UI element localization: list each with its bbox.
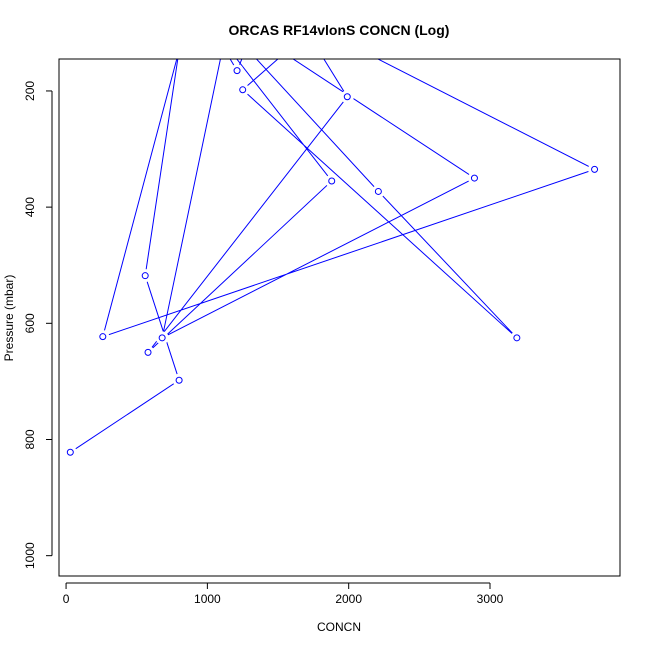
data-point	[343, 93, 351, 101]
data-point	[233, 67, 241, 75]
x-tick-label: 2000	[335, 592, 362, 606]
data-point	[328, 177, 336, 185]
data-point-gap	[371, 184, 385, 198]
plot-frame	[58, 58, 621, 577]
x-tick-label: 1000	[194, 592, 221, 606]
data-point	[141, 272, 149, 280]
x-axis-label: CONCN	[317, 620, 361, 634]
data-point-gap	[96, 330, 110, 344]
data-point-gap	[340, 90, 354, 104]
data-point-gap	[467, 171, 481, 185]
chart-title: ORCAS RF14vlonS CONCN (Log)	[229, 22, 450, 38]
series-markers	[63, 64, 602, 459]
data-point	[144, 348, 152, 356]
y-tick-label: 200	[23, 81, 37, 101]
data-point-gap	[230, 64, 244, 78]
x-tick-label: 3000	[477, 592, 504, 606]
data-point-gap	[141, 345, 155, 359]
data-point	[66, 448, 74, 456]
data-point-gap	[236, 83, 250, 97]
data-point-gap	[138, 269, 152, 283]
data-point	[470, 174, 478, 182]
y-tick-label: 800	[23, 429, 37, 449]
plot-content	[63, 59, 602, 459]
y-tick-label: 1000	[23, 542, 37, 569]
y-tick-label: 400	[23, 197, 37, 217]
data-point	[99, 333, 107, 341]
data-point-gap	[155, 331, 169, 345]
data-point-gap	[588, 162, 602, 176]
data-point	[175, 376, 183, 384]
data-point	[374, 187, 382, 195]
data-point	[239, 86, 247, 94]
data-point-gap	[63, 445, 77, 459]
data-point	[513, 334, 521, 342]
data-point-gap	[510, 331, 524, 345]
x-tick-label: 0	[63, 592, 70, 606]
y-axis-label: Pressure (mbar)	[2, 275, 16, 362]
y-tick-label: 600	[23, 313, 37, 333]
y-axis: 200 400 600 800 1000	[23, 81, 53, 569]
x-axis: 0 1000 2000 3000	[63, 582, 504, 606]
series-line	[70, 59, 596, 453]
data-point	[591, 165, 599, 173]
data-point-gap	[172, 373, 186, 387]
data-point	[158, 334, 166, 342]
data-point-gap	[325, 174, 339, 188]
